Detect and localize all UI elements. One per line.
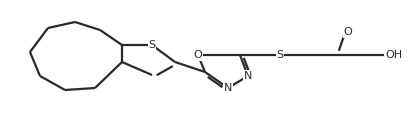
Text: N: N <box>224 83 232 93</box>
Text: O: O <box>193 50 202 60</box>
Text: O: O <box>344 27 353 37</box>
Text: S: S <box>276 50 283 60</box>
Text: S: S <box>148 40 155 50</box>
Text: N: N <box>244 71 252 81</box>
Text: OH: OH <box>385 50 402 60</box>
